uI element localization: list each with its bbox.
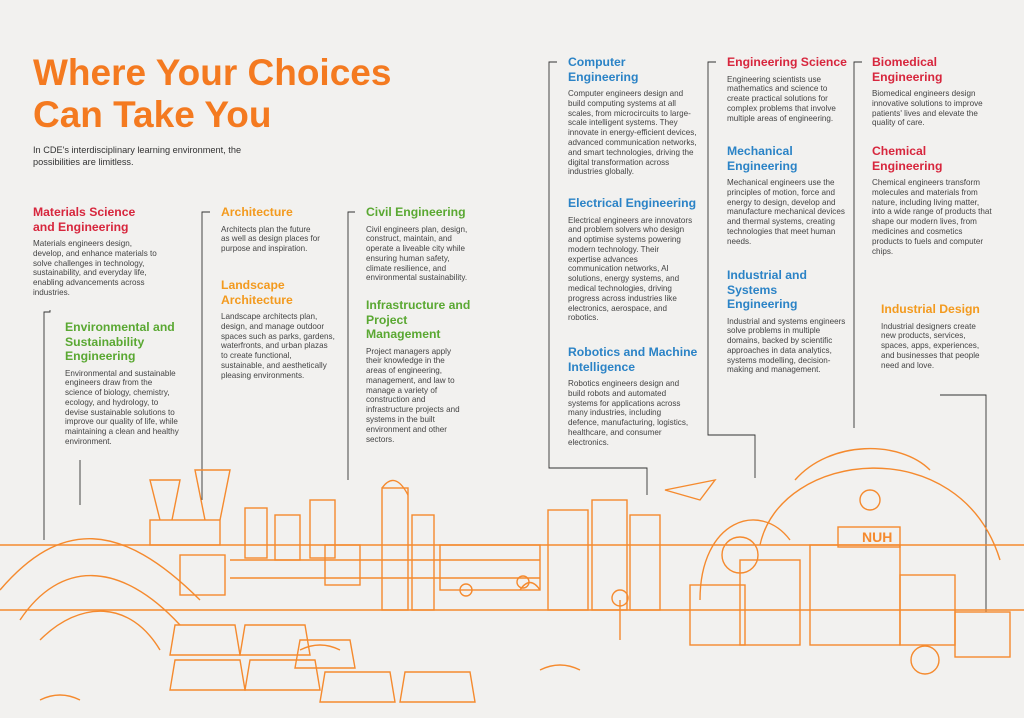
title: Where Your Choices Can Take You	[33, 52, 392, 135]
field-description: Robotics engineers design and build robo…	[568, 379, 689, 447]
cityscape	[0, 447, 1024, 701]
field-description: Mechanical engineers use the principles …	[727, 178, 845, 246]
field-name: Engineering Science	[727, 55, 847, 69]
field: Computer Engineering Computer engineers d…	[568, 55, 698, 177]
field: Biomedical Engineering Biomedical enginee…	[872, 55, 992, 128]
field: Infrastructure and Project Management Pro…	[366, 298, 476, 444]
field-name: Environmental and Sustainability Enginee…	[65, 320, 175, 363]
field-name: Electrical Engineering	[568, 196, 697, 210]
field-name: Biomedical Engineering	[872, 55, 943, 84]
field-name: Robotics and Machine Intelligence	[568, 345, 698, 374]
field-name: Civil Engineering	[366, 205, 466, 219]
field-description: Engineering scientists use mathematics a…	[727, 74, 836, 123]
field-description: Computer engineers design and build comp…	[568, 89, 697, 177]
field-description: Materials engineers design, develop, and…	[33, 239, 157, 297]
leader-lines	[43, 61, 987, 612]
field: Engineering Science Engineering scientist…	[727, 55, 857, 123]
subtitle: In CDE's interdisciplinary learning envi…	[33, 145, 242, 167]
field-description: Environmental and sustainable engineers …	[65, 368, 179, 447]
field-name: Industrial Design	[881, 302, 980, 316]
field-description: Chemical engineers transform molecules a…	[872, 178, 992, 256]
field-description: Biomedical engineers design innovative s…	[872, 89, 983, 128]
field: Mechanical Engineering Mechanical enginee…	[727, 144, 847, 247]
field: Civil Engineering Civil engineers plan, d…	[366, 205, 486, 283]
field-description: Electrical engineers are innovators and …	[568, 215, 693, 323]
field-name: Chemical Engineering	[872, 144, 943, 173]
field-name: Industrial and Systems Engineering	[727, 268, 807, 311]
field: Materials Science and Engineering Materia…	[33, 205, 158, 298]
field-description: Architects plan the future as well as de…	[221, 224, 320, 254]
field-description: Civil engineers plan, design, construct,…	[366, 224, 468, 283]
field: Industrial and Systems Engineering Indust…	[727, 268, 847, 375]
hospital-sign: NUH	[862, 529, 892, 545]
field: Architecture Architects plan the future a…	[221, 205, 331, 254]
field: Robotics and Machine Intelligence Robotic…	[568, 345, 698, 448]
field: Environmental and Sustainability Enginee…	[65, 320, 185, 447]
field-description: Landscape architects plan, design, and m…	[221, 312, 335, 380]
field-name: Landscape Architecture	[221, 278, 293, 307]
field-name: Infrastructure and Project Management	[366, 298, 471, 341]
field-name: Architecture	[221, 205, 293, 219]
field: Industrial Design Industrial designers cr…	[881, 302, 991, 370]
solar-panels	[169, 624, 476, 703]
field: Electrical Engineering Electrical enginee…	[568, 196, 708, 323]
field-name: Computer Engineering	[568, 55, 639, 84]
field: Landscape Architecture Landscape architec…	[221, 278, 336, 381]
field-description: Industrial designers create new products…	[881, 321, 980, 370]
field-description: Industrial and systems engineers solve p…	[727, 316, 846, 375]
field: Chemical Engineering Chemical engineers t…	[872, 144, 992, 256]
field-name: Mechanical Engineering	[727, 144, 798, 173]
field-name: Materials Science and Engineering	[33, 205, 136, 234]
field-description: Project managers apply their knowledge i…	[366, 346, 460, 444]
